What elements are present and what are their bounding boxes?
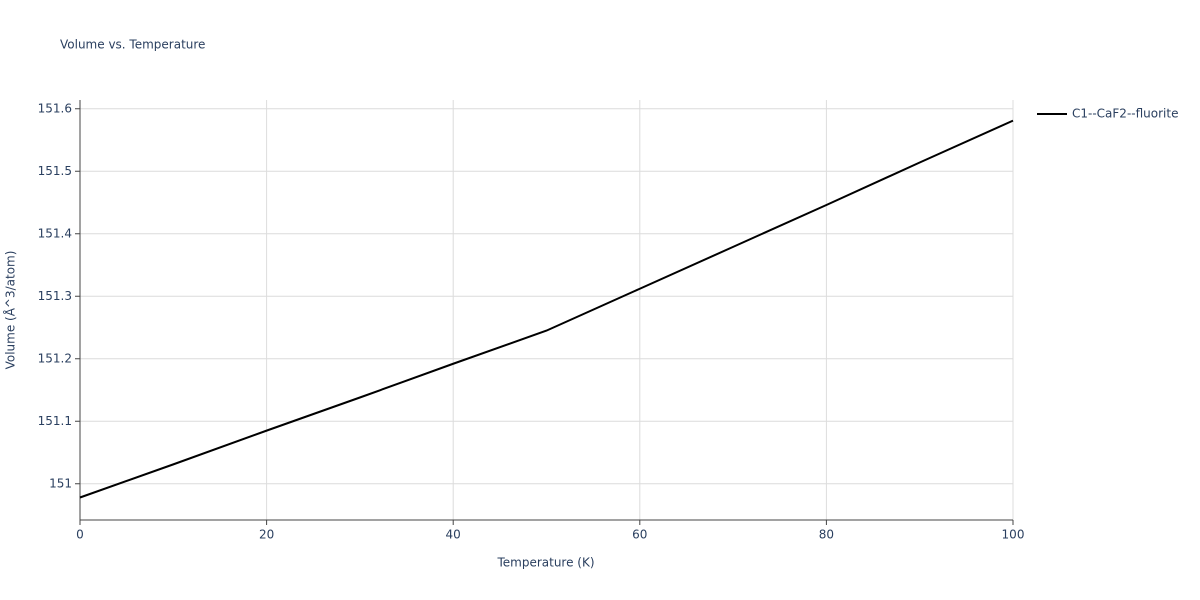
- y-tick-label: 151.3: [38, 289, 72, 303]
- x-tick-label: 80: [819, 528, 834, 542]
- y-tick-label: 151.5: [38, 164, 72, 178]
- x-tick-label: 40: [446, 528, 461, 542]
- y-axis-label: Volume (Å^3/atom): [3, 251, 18, 370]
- x-tick-label: 60: [632, 528, 647, 542]
- x-axis-label: Temperature (K): [496, 556, 594, 570]
- x-tick-label: 20: [259, 528, 274, 542]
- legend-label: C1--CaF2--fluorite: [1072, 107, 1178, 121]
- y-tick-label: 151.1: [38, 414, 72, 428]
- chart-title: Volume vs. Temperature: [60, 38, 205, 52]
- y-tick-label: 151.6: [38, 101, 72, 115]
- y-tick-label: 151.2: [38, 351, 72, 365]
- x-tick-label: 0: [76, 528, 84, 542]
- y-tick-label: 151.4: [38, 226, 72, 240]
- y-tick-label: 151: [49, 476, 72, 490]
- data-line: [79, 119, 1014, 499]
- x-tick-label: 100: [1002, 528, 1025, 542]
